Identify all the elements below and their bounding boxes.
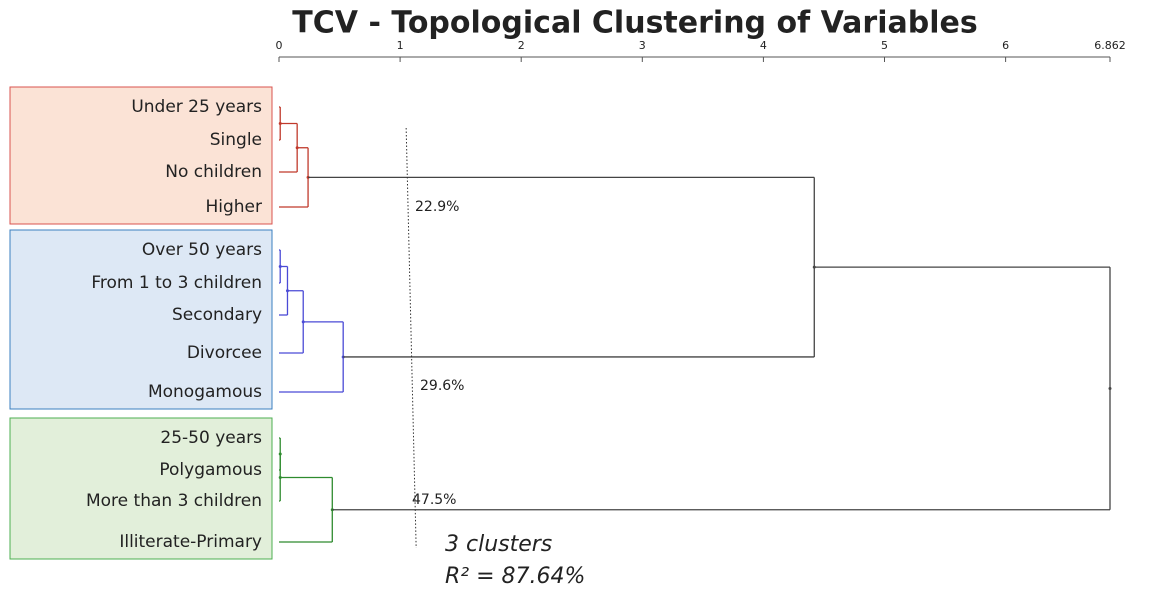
x-tick-label: 3 bbox=[639, 39, 646, 52]
annotation: 3 clusters bbox=[445, 532, 552, 557]
x-tick-label: 5 bbox=[881, 39, 888, 52]
x-tick-label: 1 bbox=[397, 39, 404, 52]
leaf-label: Monogamous bbox=[148, 382, 262, 402]
x-tick-label: 6.862 bbox=[1094, 39, 1126, 52]
leaf-label: Higher bbox=[205, 197, 262, 217]
cluster-share: 47.5% bbox=[412, 492, 456, 508]
leaf-label: 25-50 years bbox=[160, 428, 262, 448]
cluster-share: 29.6% bbox=[420, 378, 464, 394]
leaf-label: Under 25 years bbox=[131, 97, 262, 117]
leaf-label: Single bbox=[210, 130, 262, 150]
leaf-label: From 1 to 3 children bbox=[91, 273, 262, 293]
leaf-label: More than 3 children bbox=[86, 491, 262, 511]
x-tick-label: 0 bbox=[276, 39, 283, 52]
cluster-box bbox=[9, 417, 273, 560]
chart-title: TCV - Topological Clustering of Variable… bbox=[292, 6, 977, 41]
leaf-label: Over 50 years bbox=[142, 240, 262, 260]
leaf-label: Polygamous bbox=[159, 460, 262, 480]
x-tick-label: 6 bbox=[1002, 39, 1009, 52]
cluster-box bbox=[9, 229, 273, 410]
cluster-share: 22.9% bbox=[415, 199, 459, 215]
x-tick-label: 4 bbox=[760, 39, 767, 52]
cut-line bbox=[405, 127, 417, 549]
cluster-box bbox=[9, 86, 273, 225]
leaf-label: Divorcee bbox=[187, 343, 262, 363]
annotation: R² = 87.64% bbox=[445, 564, 585, 589]
x-tick-label: 2 bbox=[518, 39, 525, 52]
leaf-label: Secondary bbox=[172, 305, 262, 325]
leaf-label: Illiterate-Primary bbox=[119, 532, 262, 552]
leaf-label: No children bbox=[165, 162, 262, 182]
merge-node bbox=[1108, 386, 1112, 390]
